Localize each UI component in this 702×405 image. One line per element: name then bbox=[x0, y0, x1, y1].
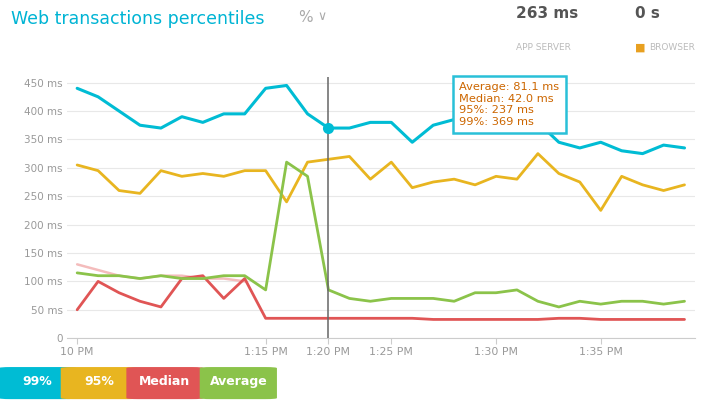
Text: 263 ms: 263 ms bbox=[516, 6, 578, 21]
Text: Average: 81.1 ms
Median: 42.0 ms
95%: 237 ms
99%: 369 ms: Average: 81.1 ms Median: 42.0 ms 95%: 23… bbox=[459, 82, 559, 127]
Text: BROWSER: BROWSER bbox=[649, 43, 695, 51]
Text: 0 s: 0 s bbox=[635, 6, 660, 21]
FancyBboxPatch shape bbox=[0, 367, 77, 399]
Text: ■: ■ bbox=[635, 43, 646, 53]
Text: Average: Average bbox=[209, 375, 267, 388]
Text: Web transactions percentiles: Web transactions percentiles bbox=[11, 10, 264, 28]
FancyBboxPatch shape bbox=[126, 367, 204, 399]
Text: %: % bbox=[298, 10, 313, 25]
Text: Median: Median bbox=[139, 375, 191, 388]
FancyBboxPatch shape bbox=[61, 367, 138, 399]
FancyBboxPatch shape bbox=[200, 367, 277, 399]
Text: APP SERVER: APP SERVER bbox=[516, 43, 571, 51]
Text: ∨: ∨ bbox=[317, 10, 326, 23]
Text: 95%: 95% bbox=[84, 375, 114, 388]
Text: 99%: 99% bbox=[22, 375, 53, 388]
